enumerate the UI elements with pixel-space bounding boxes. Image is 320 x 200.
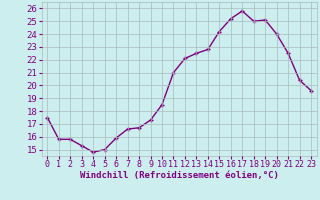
X-axis label: Windchill (Refroidissement éolien,°C): Windchill (Refroidissement éolien,°C) — [80, 171, 279, 180]
